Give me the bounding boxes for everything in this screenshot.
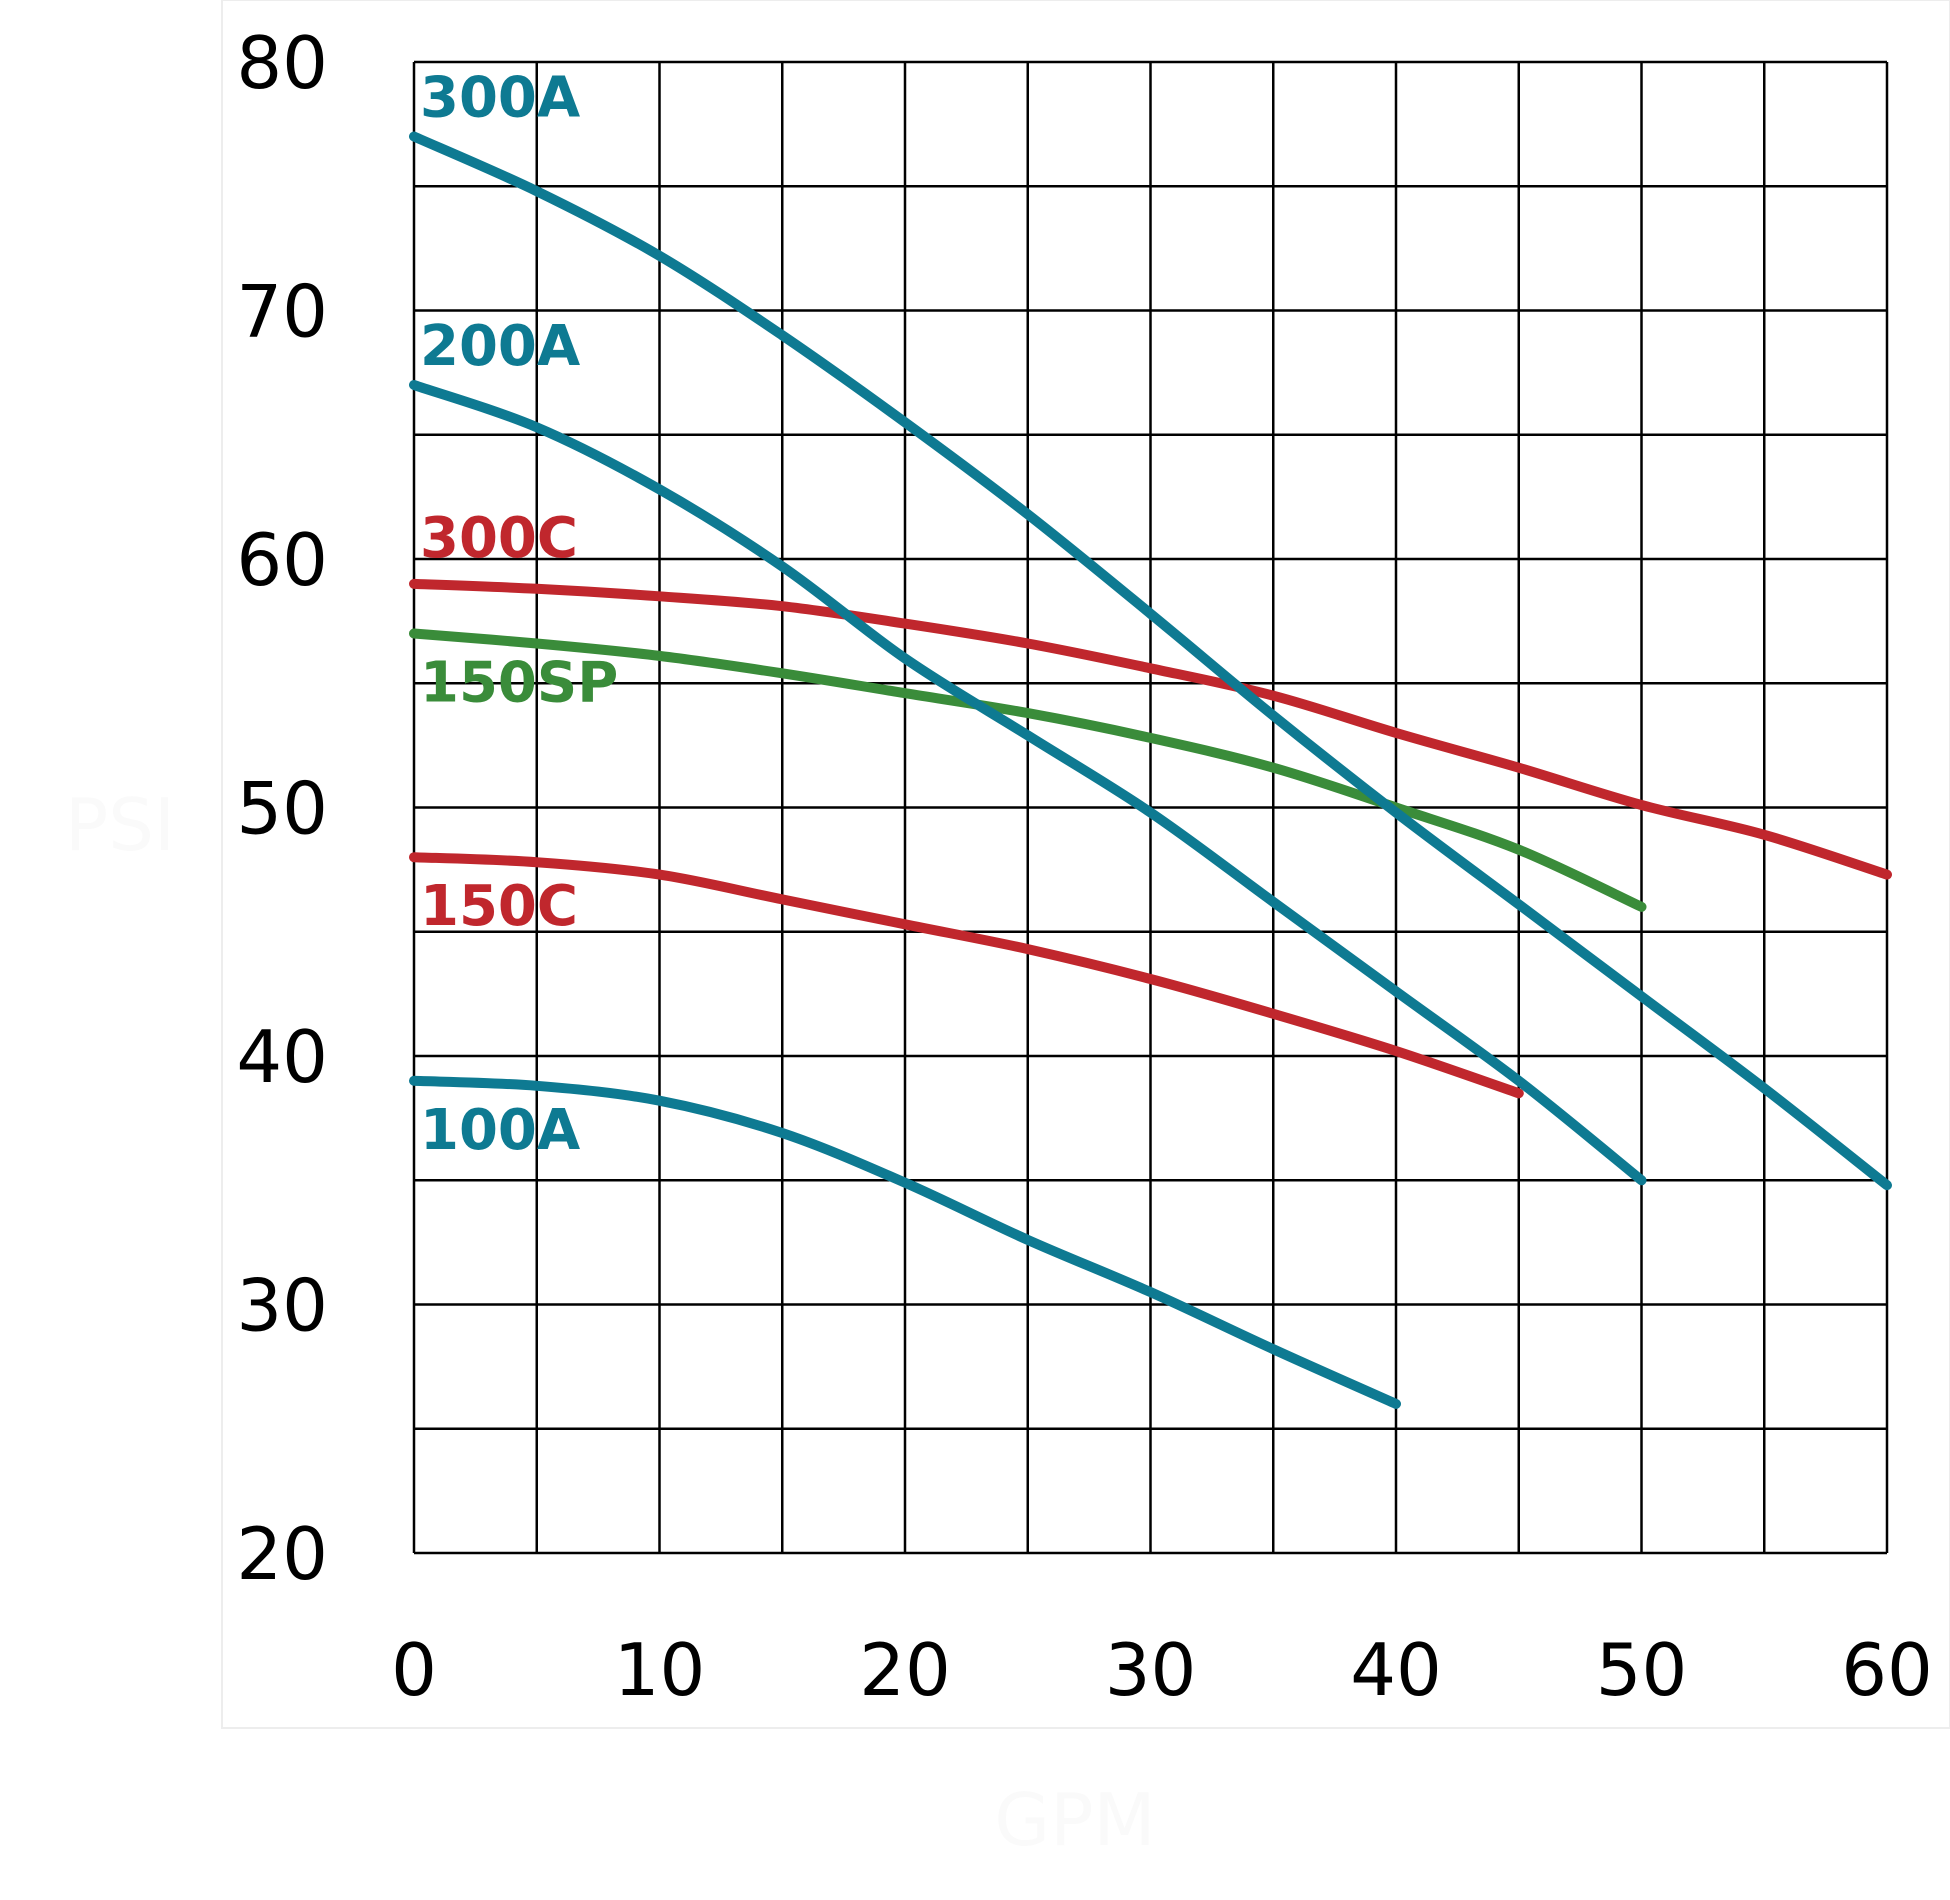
series-labels: 300A 200A 300C 150SP 150C 100A [420, 66, 618, 1163]
series-line-100a [409, 1075, 1401, 1409]
series-label-100a: 100A [420, 1098, 581, 1163]
grid [412, 60, 1889, 1555]
x-tick-label: 40 [1350, 1628, 1442, 1712]
y-tick-label: 80 [236, 21, 328, 105]
curves [409, 131, 1892, 1409]
x-tick-label: 60 [1841, 1628, 1933, 1712]
series-label-300c: 300C [420, 506, 578, 571]
y-tick-label: 60 [236, 518, 328, 602]
series-line-150c [409, 852, 1524, 1099]
series-label-300a: 300A [420, 66, 581, 131]
y-tick-label: 20 [236, 1512, 328, 1596]
y-tick-label: 30 [236, 1264, 328, 1348]
y-tick-label: 70 [236, 270, 328, 354]
x-axis-title: GPM [994, 1778, 1155, 1862]
x-tick-label: 20 [859, 1628, 951, 1712]
x-tick-label: 30 [1105, 1628, 1197, 1712]
x-tick-label: 50 [1596, 1628, 1688, 1712]
tick-labels: 0 10 20 30 40 50 60 20 30 40 50 60 70 80 [236, 21, 1932, 1712]
y-tick-label: 50 [236, 767, 328, 851]
series-line-300a [409, 131, 1892, 1191]
y-tick-label: 40 [236, 1015, 328, 1099]
y-axis-title: PSI [65, 783, 175, 867]
x-tick-label: 0 [391, 1628, 437, 1712]
series-label-200a: 200A [420, 314, 581, 379]
series-line-200a [409, 380, 1647, 1186]
x-tick-label: 10 [614, 1628, 706, 1712]
series-label-150c: 150C [420, 874, 578, 939]
series-line-300c [409, 578, 1892, 880]
series-label-150sp: 150SP [420, 651, 618, 716]
series-line-150sp [409, 628, 1647, 912]
